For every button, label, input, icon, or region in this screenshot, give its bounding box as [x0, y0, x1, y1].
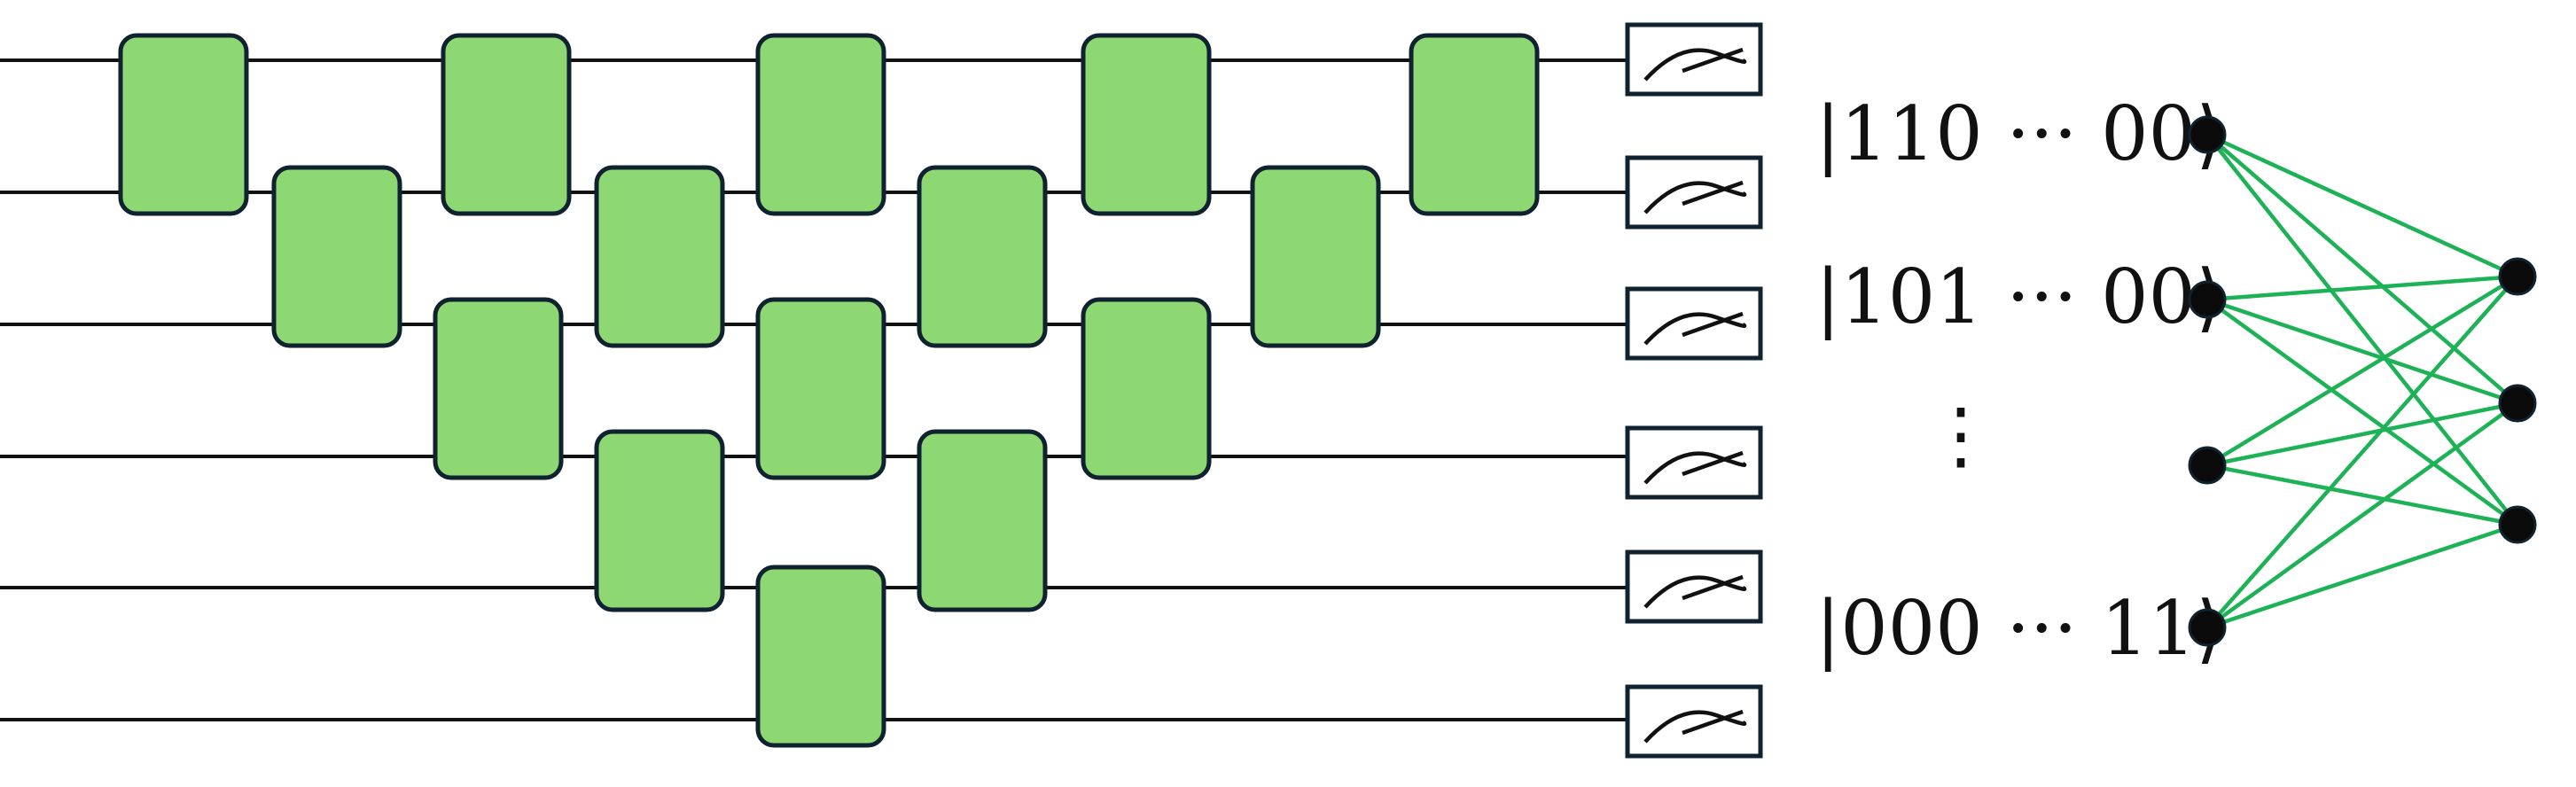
- gate-block: [755, 33, 886, 216]
- gate-block: [917, 165, 1048, 348]
- basis-state-labels: |110 ··· 00⟩ |101 ··· 00⟩ ⋮ |000 ··· 11⟩: [1815, 90, 2225, 672]
- output-node: [2498, 505, 2537, 544]
- measurement-meter-icon: [1625, 286, 1763, 361]
- measurement-meter-icon: [1625, 22, 1763, 97]
- gate-block: [917, 429, 1048, 612]
- network-edge: [2205, 298, 2519, 526]
- network-nodes: [2188, 115, 2537, 647]
- gate-block: [1250, 165, 1381, 348]
- network-edge: [2206, 274, 2518, 302]
- input-node: [2188, 446, 2227, 485]
- gate-block: [594, 429, 725, 612]
- output-node: [2498, 257, 2537, 296]
- measurements: [1625, 22, 1763, 759]
- network-edge: [2206, 132, 2518, 279]
- network-edge: [2206, 463, 2518, 527]
- network-edge: [2205, 133, 2519, 405]
- gate-block: [271, 165, 402, 348]
- network-edge: [2206, 522, 2518, 630]
- gate-block: [1409, 33, 1540, 216]
- vertical-ellipsis: ⋮: [1924, 392, 1998, 479]
- network-edge: [2205, 275, 2519, 629]
- gate-block: [1081, 297, 1212, 480]
- input-node: [2188, 115, 2227, 154]
- gate-block: [755, 565, 886, 748]
- measurement-meter-icon: [1625, 684, 1763, 759]
- measurement-meter-icon: [1625, 425, 1763, 500]
- network-edge: [2205, 133, 2519, 526]
- gates: [118, 33, 1540, 748]
- measurement-meter-icon: [1625, 155, 1763, 230]
- gate-block: [594, 165, 725, 348]
- basis-state-label: |110 ··· 00⟩: [1815, 90, 2225, 177]
- gate-block: [1081, 33, 1212, 216]
- network-edge: [2205, 275, 2519, 467]
- network-edge: [2206, 297, 2518, 406]
- network-edge: [2206, 401, 2518, 468]
- input-node: [2188, 608, 2227, 647]
- gate-block: [118, 33, 249, 216]
- network-edges: [2205, 132, 2519, 630]
- basis-state-label: |101 ··· 00⟩: [1815, 253, 2225, 340]
- input-node: [2188, 280, 2227, 319]
- basis-state-label: |000 ··· 11⟩: [1815, 585, 2225, 672]
- measurement-meter-icon: [1625, 549, 1763, 624]
- gate-block: [441, 33, 572, 216]
- gate-block: [755, 297, 886, 480]
- gate-block: [433, 297, 564, 480]
- output-node: [2498, 384, 2537, 423]
- network-edge: [2205, 401, 2519, 629]
